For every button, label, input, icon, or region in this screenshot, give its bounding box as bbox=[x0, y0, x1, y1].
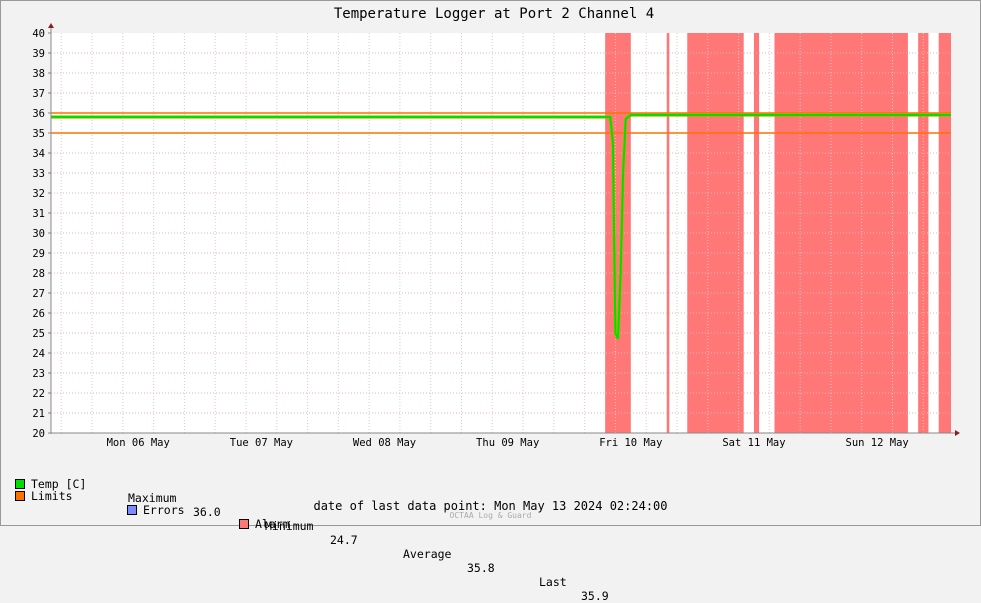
y-tick-label: 24 bbox=[32, 348, 45, 360]
legend-min-value: 24.7 bbox=[330, 533, 358, 547]
errors-swatch bbox=[127, 505, 137, 515]
x-tick-label: Sun 12 May bbox=[846, 437, 909, 449]
legend-last-label: Last bbox=[539, 575, 567, 589]
x-axis-arrow bbox=[955, 430, 960, 436]
limits-layer bbox=[51, 112, 951, 134]
y-tick-label: 36 bbox=[32, 108, 45, 120]
x-tick-labels: Mon 06 May Tue 07 May Wed 08 May Thu 09 May… bbox=[107, 437, 909, 449]
x-tick-label: Thu 09 May bbox=[476, 437, 539, 449]
chart: Temperature Logger at Port 2 Channel 4 2… bbox=[0, 0, 981, 526]
y-tick-label: 25 bbox=[32, 328, 45, 340]
chart-title: Temperature Logger at Port 2 Channel 4 bbox=[334, 6, 654, 22]
y-axis-arrow bbox=[48, 23, 54, 28]
x-tick-label: Fri 10 May bbox=[599, 437, 662, 449]
y-tick-label: 28 bbox=[32, 268, 45, 280]
legend-max-value: 36.0 bbox=[193, 505, 221, 519]
y-tick-label: 39 bbox=[32, 48, 45, 60]
y-tick-label: 37 bbox=[32, 88, 45, 100]
temp-swatch bbox=[15, 479, 25, 489]
legend-avg-value: 35.8 bbox=[467, 561, 495, 575]
alarm-band-1 bbox=[666, 33, 670, 433]
limits-swatch bbox=[15, 491, 25, 501]
grid-layer bbox=[51, 33, 951, 433]
y-tick-label: 21 bbox=[32, 408, 45, 420]
axis-layer bbox=[48, 23, 960, 436]
legend-item-errors: Errors bbox=[127, 503, 185, 517]
y-tick-label: 29 bbox=[32, 248, 45, 260]
y-tick-label: 22 bbox=[32, 388, 45, 400]
legend-errors-label: Errors bbox=[143, 503, 185, 517]
y-tick-label: 33 bbox=[32, 168, 45, 180]
y-tick-label: 38 bbox=[32, 68, 45, 80]
legend-item-temp: Temp [C] bbox=[15, 477, 86, 491]
alarm-band-4 bbox=[774, 33, 908, 433]
legend-max-label: Maximum bbox=[128, 491, 177, 505]
y-tick-label: 32 bbox=[32, 188, 45, 200]
y-tick-labels: 20 21 22 23 24 25 26 27 28 29 30 31 32 33 34 35 36 37 38 39… bbox=[32, 28, 45, 440]
legend-item-limits: Limits bbox=[15, 489, 73, 503]
y-tick-label: 20 bbox=[32, 428, 45, 440]
y-tick-label: 26 bbox=[32, 308, 45, 320]
x-tick-label: Tue 07 May bbox=[230, 437, 293, 449]
y-tick-label: 27 bbox=[32, 288, 45, 300]
legend-limits-label: Limits bbox=[31, 489, 73, 503]
y-tick-label: 30 bbox=[32, 228, 45, 240]
y-tick-label: 35 bbox=[32, 128, 45, 140]
legend-last-value: 35.9 bbox=[581, 589, 609, 603]
y-tick-label: 40 bbox=[32, 28, 45, 40]
alarm-swatch bbox=[239, 519, 249, 529]
x-tick-label: Mon 06 May bbox=[107, 437, 170, 449]
watermark: OCTAA Log & Guard bbox=[449, 511, 532, 520]
x-tick-label: Sat 11 May bbox=[722, 437, 785, 449]
series-layer bbox=[51, 113, 951, 340]
last-data-point: date of last data point: Mon May 13 2024… bbox=[313, 499, 668, 513]
y-tick-label: 23 bbox=[32, 368, 45, 380]
x-tick-label: Wed 08 May bbox=[353, 437, 416, 449]
y-tick-label: 34 bbox=[32, 148, 45, 160]
y-tick-label: 31 bbox=[32, 208, 45, 220]
legend-avg-label: Average bbox=[403, 547, 452, 561]
alarm-band-5 bbox=[918, 33, 929, 433]
temp-series-line bbox=[51, 114, 951, 340]
legend-temp-label: Temp [C] bbox=[31, 477, 87, 491]
alarm-band-6 bbox=[938, 33, 951, 433]
